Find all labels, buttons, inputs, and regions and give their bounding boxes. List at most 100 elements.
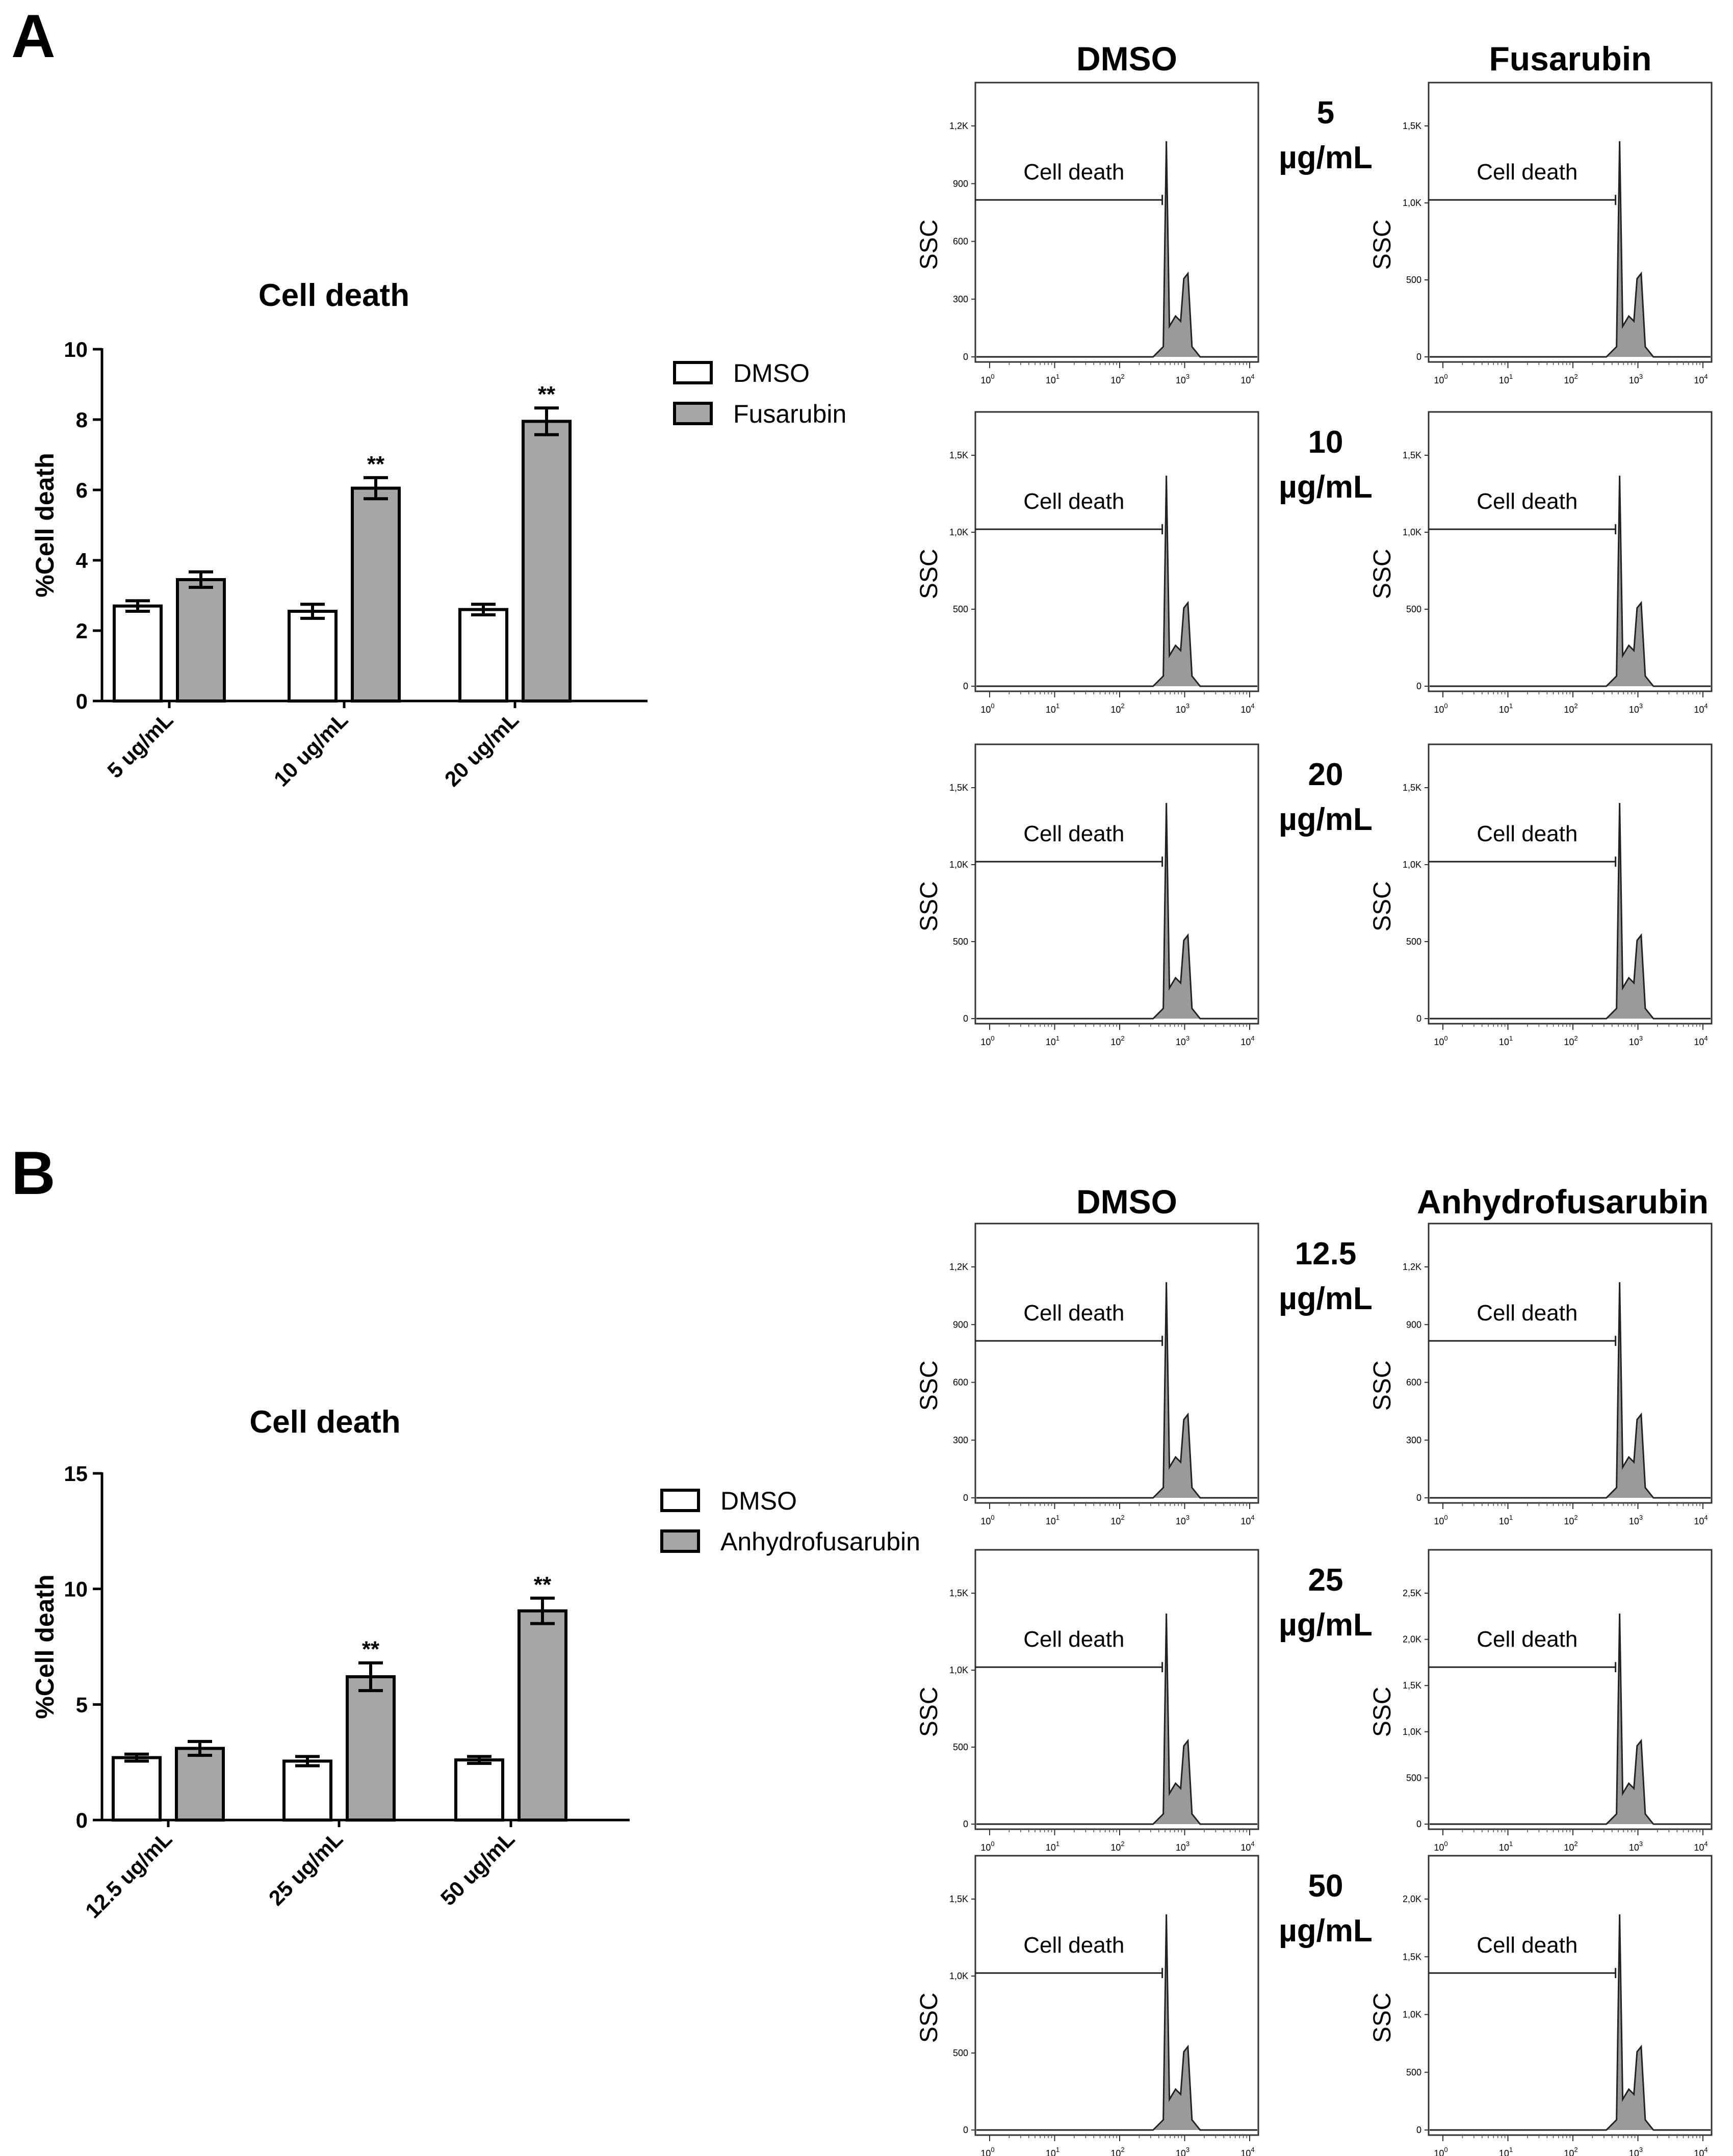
y-tick-label: 300: [1406, 1435, 1421, 1445]
y-tick-label: 500: [1406, 604, 1421, 614]
ssc-axis-label: SSC: [1369, 1992, 1396, 2043]
y-tick-label: 2: [76, 619, 88, 643]
histogram-fill: [976, 141, 1257, 357]
concentration-value: 5: [1317, 95, 1334, 131]
x-tick-label: 100: [980, 2146, 994, 2156]
x-tick-label: 103: [1176, 2146, 1189, 2156]
x-tick-label: 102: [1564, 1840, 1577, 1853]
concentration-unit: µg/mL: [1279, 1607, 1373, 1643]
y-tick-label: 300: [953, 1435, 968, 1445]
ssc-axis-label: SSC: [916, 1686, 943, 1737]
column-header: DMSO: [1076, 1183, 1177, 1220]
chart-title: Cell death: [258, 278, 409, 313]
x-tick-label: 101: [1046, 1514, 1059, 1526]
x-tick-label: 102: [1564, 702, 1577, 715]
bar-dmso-2: [282, 1759, 332, 1822]
y-tick-label: 1,0K: [1403, 198, 1421, 208]
concentration-unit: µg/mL: [1279, 1913, 1373, 1949]
y-tick-label: 0: [1416, 2125, 1421, 2135]
histogram-left: 0 500 1,0K 1,5K SSC 100 101 102 103 104 Cell death: [916, 1855, 1259, 2156]
y-tick-label: 900: [953, 1319, 968, 1330]
x-tick-label: 101: [1499, 2146, 1513, 2156]
histogram-left: 0 500 1,0K 1,5K SSC 100 101 102 103 104 Cell death: [916, 1549, 1259, 1853]
x-tick-label: 101: [1499, 702, 1513, 715]
bar-dmso-1: [113, 604, 163, 703]
y-axis-label: %Cell death: [31, 1574, 59, 1719]
y-tick-label: 1,5K: [1403, 450, 1421, 460]
significance-label: **: [362, 1637, 380, 1662]
ssc-axis-label: SSC: [1369, 549, 1396, 599]
x-tick-label: 101: [1499, 373, 1513, 385]
y-tick-label: 0: [76, 689, 88, 713]
x-tick-label: 104: [1240, 1034, 1254, 1047]
x-tick-label: 104: [1694, 1840, 1708, 1853]
ssc-axis-label: SSC: [1369, 1360, 1396, 1411]
gate-label: Cell death: [1023, 821, 1124, 846]
y-tick-label: 1,2K: [1403, 1262, 1421, 1272]
histogram-line: [1430, 1282, 1711, 1499]
error-bar: [189, 570, 213, 589]
x-tick-label: 100: [1434, 2146, 1447, 2156]
y-tick-label: 500: [953, 1742, 968, 1752]
y-tick-label: 0: [1416, 1819, 1421, 1829]
y-tick-label: 0: [76, 1808, 88, 1832]
y-tick-label: 1,0K: [1403, 527, 1421, 537]
ssc-axis-label: SSC: [916, 1992, 943, 2043]
y-tick-label: 2,5K: [1403, 1588, 1421, 1598]
y-tick-label: 0: [1416, 1014, 1421, 1024]
legend-label: Anhydrofusarubin: [720, 1527, 920, 1556]
histogram-line: [1430, 1613, 1711, 1825]
histogram-fill: [976, 1614, 1257, 1824]
histogram-line: [976, 1613, 1257, 1825]
x-tick-label: 103: [1629, 2146, 1643, 2156]
y-tick-label: 500: [953, 2048, 968, 2058]
y-tick-label: 1,2K: [949, 121, 968, 131]
bar-fusarubin-1: [176, 578, 226, 703]
legend-label: DMSO: [720, 1487, 797, 1515]
histogram-fill: [976, 1914, 1257, 2130]
error-bar: [530, 1596, 555, 1625]
bar-fusarubin-3: [522, 420, 572, 703]
histogram-fill: [1430, 803, 1711, 1019]
x-tick-label: 103: [1629, 1514, 1643, 1526]
y-tick-label: 0: [963, 1493, 968, 1503]
panel-letter: B: [11, 1139, 56, 1207]
x-tick-label: 104: [1694, 1514, 1708, 1526]
x-tick-label: 104: [1240, 2146, 1254, 2156]
histogram-right: 0 500 1,0K 1,5K SSC 100 101 102 103 104 Cell death: [1369, 82, 1713, 385]
y-tick-label: 500: [1406, 937, 1421, 947]
histogram-fill: [1430, 476, 1711, 686]
x-tick-label: 104: [1694, 702, 1708, 715]
gate-label: Cell death: [1477, 1933, 1577, 1958]
gate-label: Cell death: [1477, 1301, 1577, 1326]
histogram-line: [976, 1914, 1257, 2131]
x-tick-label: 102: [1564, 1034, 1577, 1047]
histogram-right: 0 500 1,0K 1,5K 2,0K 2,5K SSC 100 101 102 103 104 Ce…: [1369, 1549, 1713, 1853]
y-axis-label: %Cell death: [31, 453, 59, 597]
significance-label: **: [367, 452, 385, 477]
error-bar: [124, 1752, 149, 1763]
y-tick-label: 0: [1416, 1493, 1421, 1503]
histogram-left: 0 300 600 900 1,2K SSC 100 101 102 103 104 Cell dea…: [916, 82, 1259, 385]
x-tick-label: 100: [1434, 1840, 1447, 1853]
histogram-line: [1430, 475, 1711, 687]
x-tick-label: 100: [980, 702, 994, 715]
bar-anhydrofusarubin-3: [518, 1609, 567, 1822]
y-tick-label: 0: [1416, 681, 1421, 691]
x-tick-label: 102: [1110, 2146, 1124, 2156]
y-tick-label: 8: [76, 408, 88, 432]
concentration-value: 12.5: [1295, 1236, 1357, 1271]
gate-label: Cell death: [1023, 1933, 1124, 1958]
x-tick-label: 104: [1240, 1514, 1254, 1526]
y-tick-label: 600: [953, 237, 968, 247]
ssc-axis-label: SSC: [916, 219, 943, 270]
bar-anhydrofusarubin-2: [346, 1675, 396, 1822]
y-tick-label: 1,5K: [949, 1894, 968, 1904]
concentration-unit: µg/mL: [1279, 802, 1373, 837]
x-tick-label: 104: [1694, 373, 1708, 385]
histogram-line: [976, 802, 1257, 1020]
y-tick-label: 1,5K: [1403, 783, 1421, 793]
error-bar: [467, 1755, 492, 1765]
bar-dmso-2: [288, 610, 338, 703]
